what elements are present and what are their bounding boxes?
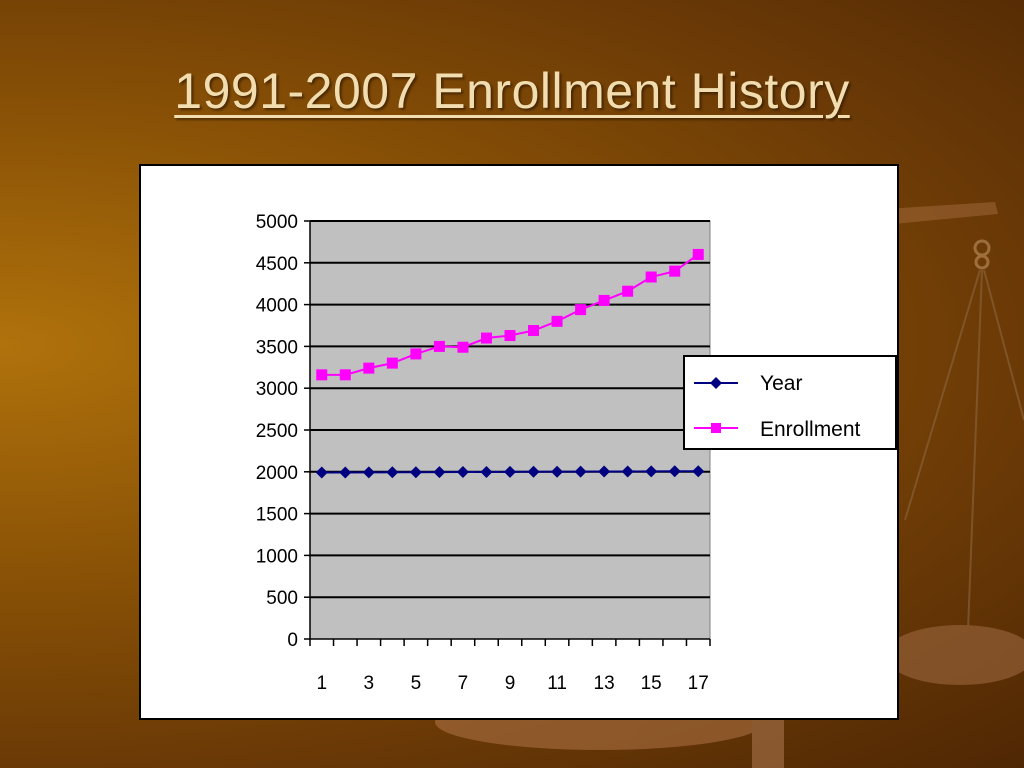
- x-tick-label: 17: [688, 673, 709, 694]
- y-tick-label: 1000: [256, 546, 298, 567]
- x-tick-label: 13: [594, 673, 615, 694]
- data-point-year: [386, 466, 399, 479]
- data-point-year: [433, 466, 446, 479]
- data-point-enrollment: [528, 325, 540, 337]
- data-point-year: [645, 465, 658, 478]
- data-point-enrollment: [363, 362, 375, 374]
- data-point-year: [339, 466, 352, 479]
- x-tick-label: 7: [458, 673, 469, 694]
- y-tick-label: 2500: [256, 421, 298, 442]
- data-point-enrollment: [339, 369, 351, 381]
- data-point-enrollment: [598, 294, 610, 306]
- data-point-enrollment: [669, 265, 681, 277]
- data-point-enrollment: [645, 271, 657, 283]
- data-point-enrollment: [692, 248, 704, 260]
- data-point-year: [668, 465, 681, 478]
- data-point-enrollment: [551, 315, 563, 327]
- legend-label-year: Year: [760, 372, 802, 395]
- data-point-enrollment: [316, 369, 328, 381]
- data-point-enrollment: [504, 330, 516, 342]
- data-point-enrollment: [622, 285, 634, 297]
- y-tick-label: 3000: [256, 379, 298, 400]
- data-point-enrollment: [575, 304, 587, 316]
- chart-container: 0 500 1000 1500 2000 2500 3000 3500 4000 4500 5000…: [139, 164, 899, 720]
- data-point-year: [621, 465, 634, 478]
- x-tick-label: 11: [547, 673, 567, 694]
- slide-title: 1991-2007 Enrollment History: [174, 63, 850, 119]
- x-tick-label: 1: [316, 673, 327, 694]
- y-tick-label: 500: [266, 588, 298, 609]
- chart-legend: Year Enrollment: [683, 355, 897, 450]
- data-point-year: [692, 465, 705, 478]
- x-tick-label: 9: [505, 673, 516, 694]
- data-point-year: [480, 465, 493, 478]
- y-tick-label: 2000: [256, 463, 298, 484]
- data-point-year: [527, 465, 540, 478]
- y-tick-label: 3500: [256, 337, 298, 358]
- data-point-year: [362, 466, 375, 479]
- y-tick-label: 4000: [256, 296, 298, 317]
- legend-label-enrollment: Enrollment: [760, 418, 861, 441]
- legend-box: [683, 355, 897, 450]
- data-point-year: [551, 465, 564, 478]
- data-point-enrollment: [386, 357, 398, 369]
- data-point-year: [409, 466, 422, 479]
- x-tick-label: 3: [364, 673, 375, 694]
- data-point-year: [598, 465, 611, 478]
- data-point-year: [504, 465, 516, 478]
- data-point-enrollment: [480, 332, 492, 344]
- line-chart: 0 500 1000 1500 2000 2500 3000 3500 4000 4500 5000…: [256, 212, 897, 694]
- data-point-enrollment: [457, 341, 469, 353]
- y-tick-label: 5000: [256, 212, 298, 233]
- y-tick-label: 1500: [256, 505, 298, 526]
- y-tick-label: 4500: [256, 254, 298, 275]
- y-tick-label: 0: [287, 630, 298, 651]
- data-point-year: [315, 466, 328, 479]
- data-point-year: [574, 465, 587, 478]
- legend-marker-enrollment: [711, 423, 721, 433]
- legend-marker-year: [710, 377, 722, 389]
- x-tick-label: 5: [411, 673, 422, 694]
- x-tick-label: 15: [641, 673, 662, 694]
- data-point-enrollment: [410, 348, 422, 360]
- data-point-enrollment: [433, 340, 445, 352]
- data-point-year: [456, 466, 469, 479]
